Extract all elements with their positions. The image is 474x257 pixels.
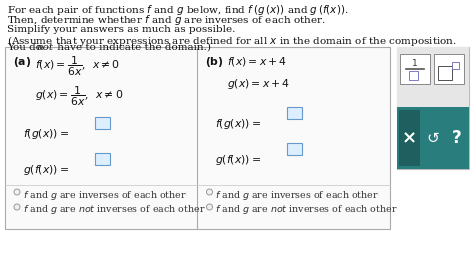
Text: $f(g(x)) = $: $f(g(x)) = $ (23, 127, 69, 141)
FancyBboxPatch shape (410, 70, 419, 79)
FancyBboxPatch shape (95, 153, 110, 165)
Text: $g(x) = x + 4$: $g(x) = x + 4$ (228, 77, 291, 91)
Text: $g(f(x)) = $: $g(f(x)) = $ (23, 163, 69, 177)
Text: $f$ and $g$ are $\mathit{not}$ inverses of each other: $f$ and $g$ are $\mathit{not}$ inverses … (23, 204, 206, 216)
FancyBboxPatch shape (399, 110, 420, 166)
FancyBboxPatch shape (397, 107, 469, 169)
Text: $f(x) = \dfrac{1}{6x}$,  $x \neq 0$: $f(x) = \dfrac{1}{6x}$, $x \neq 0$ (35, 55, 120, 78)
Text: $\mathbf{(a)}$: $\mathbf{(a)}$ (13, 55, 31, 69)
Text: not: not (36, 43, 53, 52)
FancyBboxPatch shape (5, 47, 390, 229)
Text: For each pair of functions $f$ and $g$ below, find $f\,(g\,(x))$ and $g\,(f(x))$: For each pair of functions $f$ and $g$ b… (7, 3, 348, 17)
FancyBboxPatch shape (452, 62, 459, 69)
Circle shape (14, 204, 20, 210)
Text: $f(g(x)) = $: $f(g(x)) = $ (216, 117, 262, 131)
FancyBboxPatch shape (438, 66, 453, 79)
Circle shape (14, 189, 20, 195)
FancyBboxPatch shape (288, 143, 302, 155)
FancyBboxPatch shape (397, 47, 469, 169)
Text: You do: You do (7, 43, 45, 52)
Text: $f(x) = x + 4$: $f(x) = x + 4$ (228, 55, 288, 68)
FancyBboxPatch shape (434, 54, 464, 84)
FancyBboxPatch shape (422, 110, 444, 166)
Text: ×: × (402, 129, 417, 147)
Text: (Assume that your expressions are defined for all $x$ in the domain of the compo: (Assume that your expressions are define… (7, 34, 457, 48)
FancyBboxPatch shape (397, 47, 469, 107)
Text: ?: ? (451, 129, 461, 147)
Text: Simplify your answers as much as possible.: Simplify your answers as much as possibl… (7, 25, 236, 34)
FancyBboxPatch shape (446, 110, 467, 166)
Text: $f$ and $g$ are inverses of each other: $f$ and $g$ are inverses of each other (216, 188, 380, 201)
Text: 1: 1 (412, 59, 418, 68)
Text: $f$ and $g$ are inverses of each other: $f$ and $g$ are inverses of each other (23, 188, 187, 201)
Text: ↺: ↺ (427, 131, 439, 145)
Text: $g(x) = \dfrac{1}{6x}$,  $x \neq 0$: $g(x) = \dfrac{1}{6x}$, $x \neq 0$ (35, 85, 123, 108)
FancyBboxPatch shape (95, 117, 110, 129)
Text: $g(f(x)) = $: $g(f(x)) = $ (216, 153, 262, 167)
Text: $f$ and $g$ are $\mathit{not}$ inverses of each other: $f$ and $g$ are $\mathit{not}$ inverses … (216, 204, 398, 216)
FancyBboxPatch shape (288, 107, 302, 119)
Text: have to indicate the domain.): have to indicate the domain.) (54, 43, 211, 52)
Text: Then, determine whether $f$ and $g$ are inverses of each other.: Then, determine whether $f$ and $g$ are … (7, 13, 326, 27)
FancyBboxPatch shape (400, 54, 430, 84)
Circle shape (207, 189, 212, 195)
Circle shape (207, 204, 212, 210)
Text: $\mathbf{(b)}$: $\mathbf{(b)}$ (206, 55, 224, 69)
